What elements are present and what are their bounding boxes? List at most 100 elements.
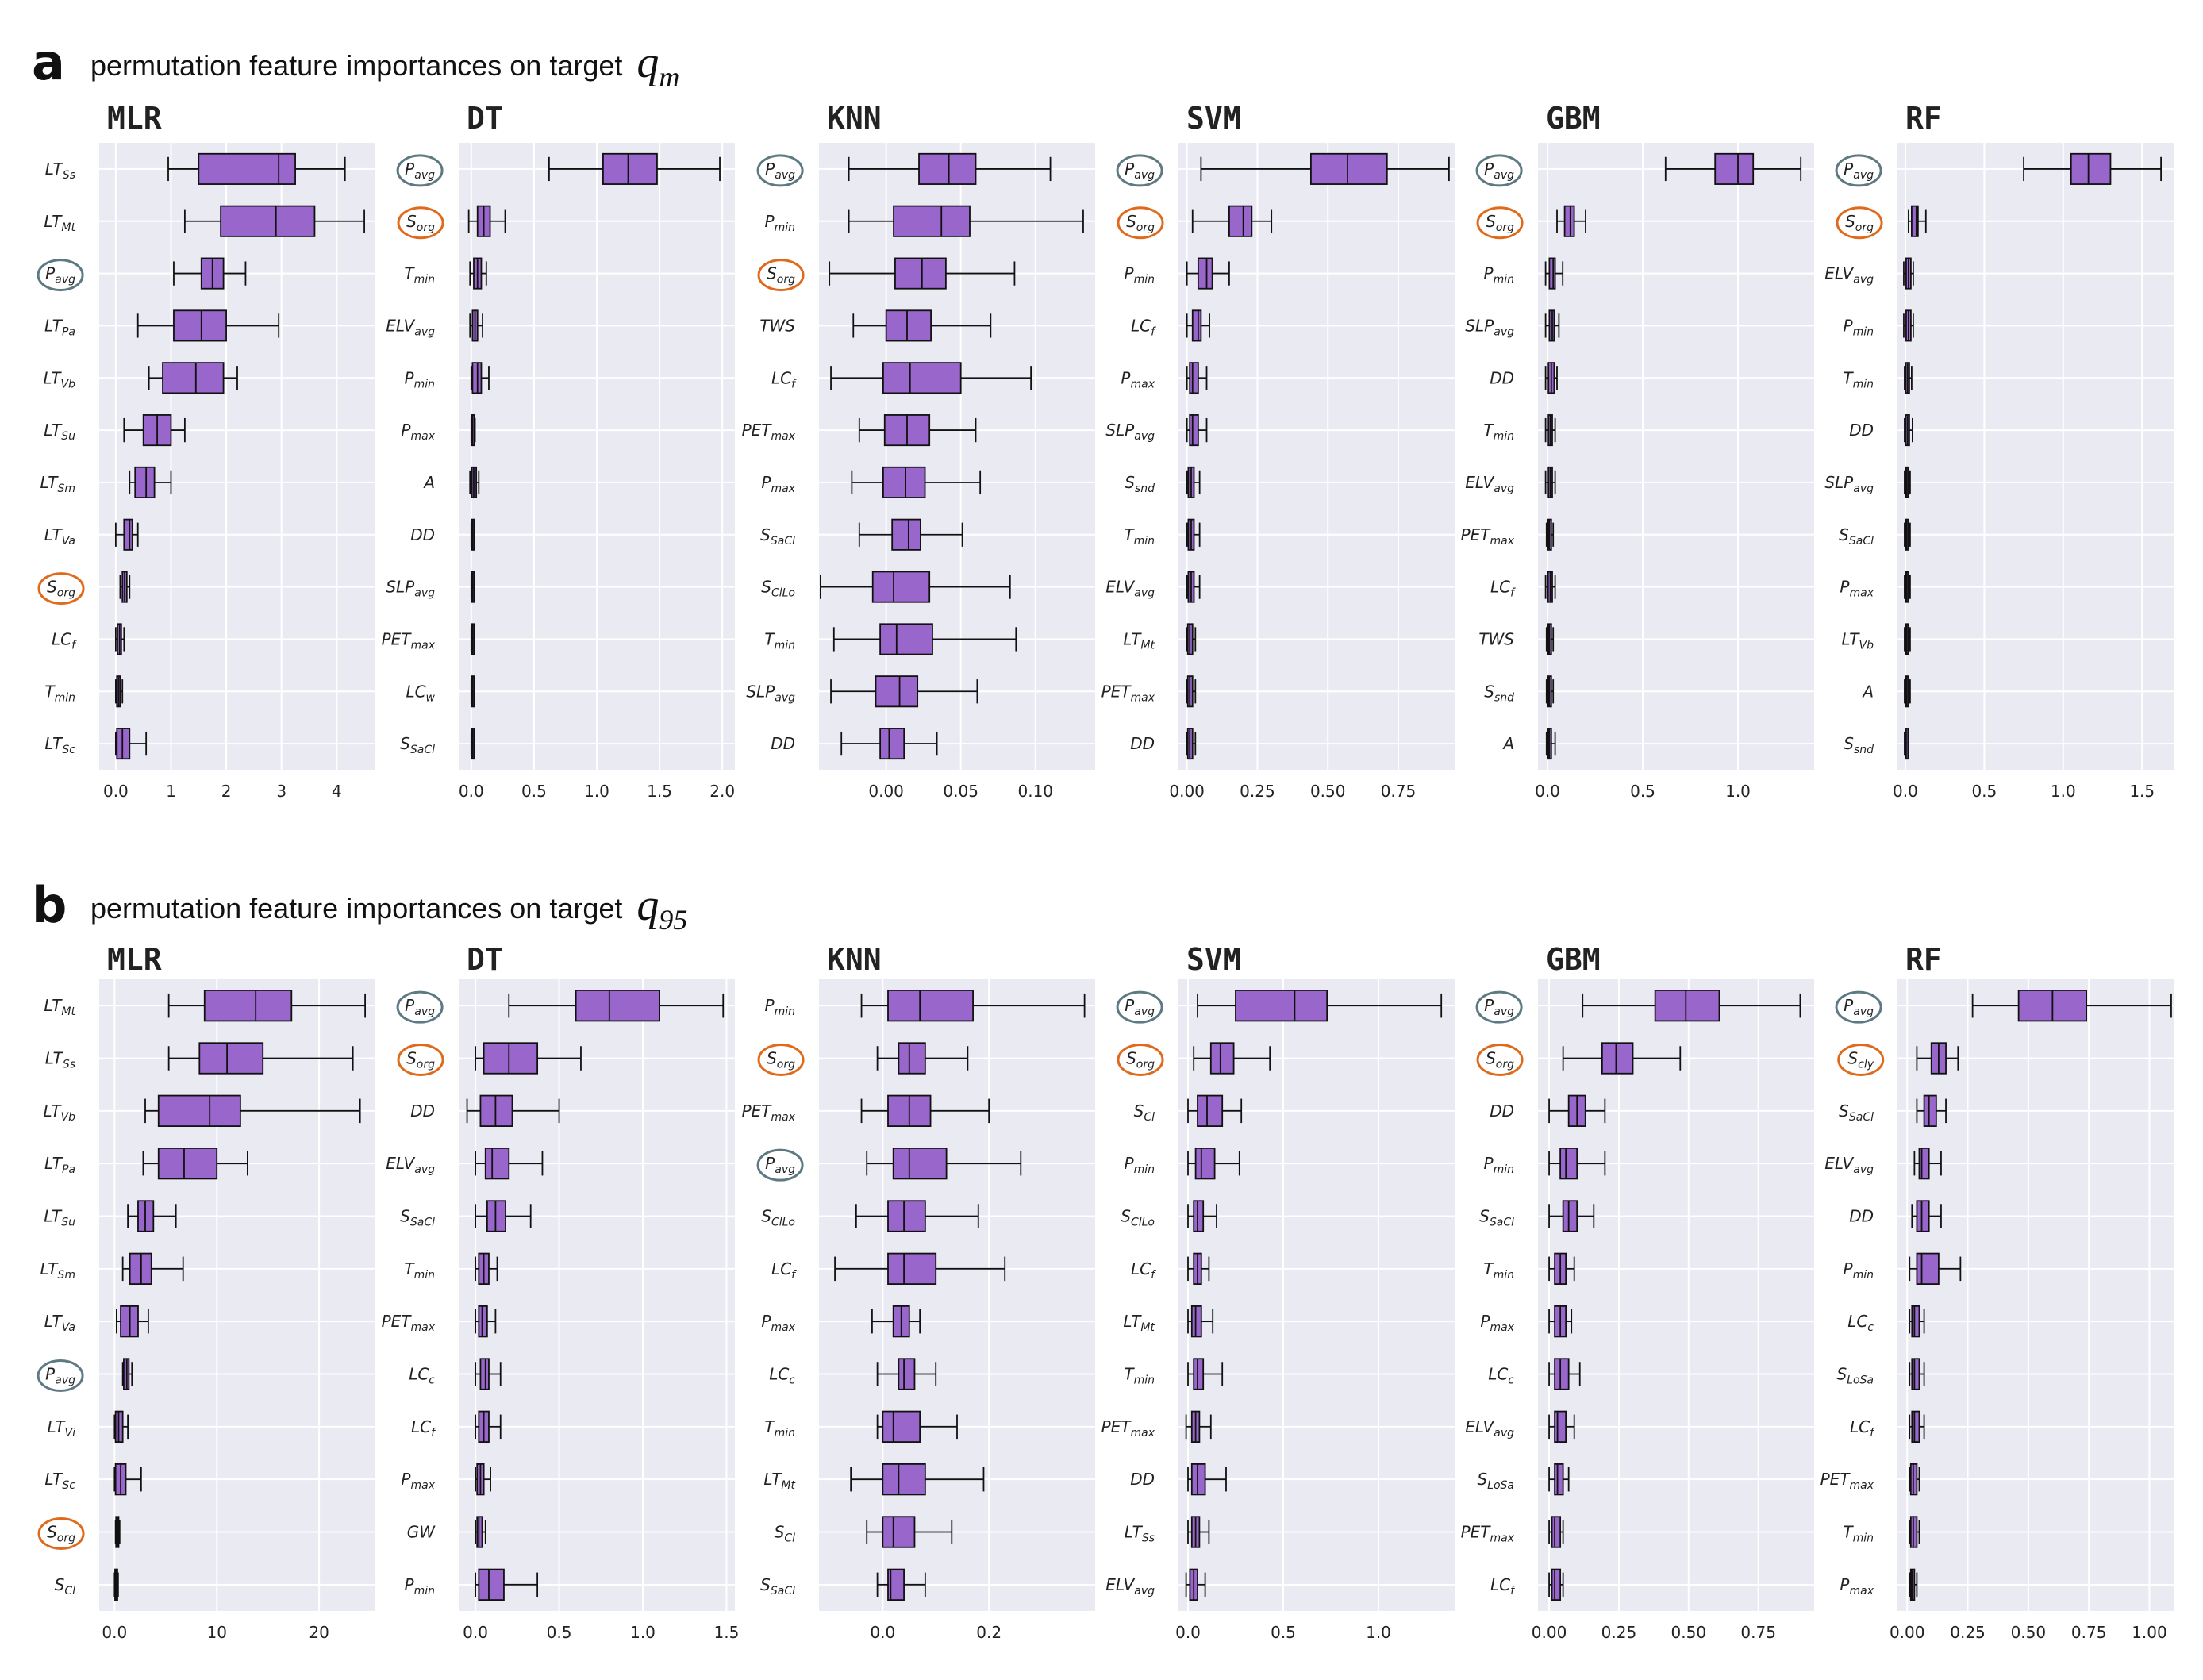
x-tick-label: 0.2 (976, 1623, 1002, 1642)
model-title: MLR (107, 942, 162, 977)
feature-subscript: org (1136, 221, 1155, 234)
feature-row: Ssnd (1125, 466, 1201, 498)
feature-row: Pmax (401, 1463, 491, 1496)
feature-name: S (767, 264, 777, 283)
feature-row: Sorg (757, 257, 1016, 292)
target-subscript: 95 (659, 904, 687, 936)
feature-label: Sorg (1126, 212, 1155, 234)
feature-subscript: Mt (61, 221, 75, 234)
feature-label: ELVavg (386, 316, 435, 338)
feature-label: SLoSa (1477, 1470, 1514, 1492)
feature-name: DD (1849, 421, 1874, 440)
feature-label: LTVa (44, 1312, 75, 1334)
feature-subscript: Pa (62, 325, 75, 338)
feature-name: PET (1461, 1523, 1492, 1542)
feature-subscript: Cl (784, 1532, 795, 1545)
feature-name: S (1486, 1049, 1496, 1068)
feature-subscript: avg (1853, 1163, 1874, 1176)
x-tick-label: 0.50 (2011, 1623, 2047, 1642)
feature-label: Ssnd (1844, 734, 1874, 756)
feature-subscript: max (771, 430, 795, 443)
feature-subscript: max (1490, 1321, 1514, 1334)
feature-label: LTSc (44, 734, 75, 756)
feature-row: LTSs (1125, 1516, 1210, 1548)
feature-subscript: min (414, 274, 435, 286)
feature-label: LCf (1490, 1575, 1516, 1597)
x-tick-label: 0.0 (1535, 782, 1560, 801)
feature-row: Tmin (764, 623, 1017, 655)
feature-label: SLPavg (1824, 473, 1874, 495)
box (1235, 990, 1328, 1022)
feature-label: Pmax (1121, 368, 1155, 390)
feature-label: LCw (406, 682, 435, 704)
feature-row: LCf (411, 1410, 502, 1443)
box (1563, 205, 1575, 237)
feature-row: Pavg (1475, 152, 1802, 187)
feature-label: LTMt (763, 1470, 795, 1492)
feature-name: LC (769, 1365, 789, 1384)
x-tick-label: 0.75 (1381, 782, 1417, 801)
feature-label: LTPa (44, 1154, 75, 1176)
feature-row: Ssnd (1844, 728, 1909, 760)
feature-label: TWS (759, 316, 795, 335)
feature-label: ELVavg (1105, 1575, 1155, 1597)
x-tick-label: 0.05 (943, 782, 978, 801)
box (575, 990, 660, 1022)
box (198, 1042, 264, 1075)
feature-label: Pmin (1844, 1259, 1874, 1282)
highlight-circle (1836, 206, 1883, 240)
feature-label: SCl (1134, 1101, 1155, 1124)
feature-subscript: org (777, 1059, 795, 1071)
feature-subscript: avg (1853, 274, 1874, 286)
feature-subscript: max (1490, 535, 1514, 548)
feature-label: LTVi (48, 1417, 76, 1440)
feature-row: PETmax (1820, 1463, 1920, 1496)
feature-row: LTSc (44, 728, 148, 760)
x-tick-label: 1.5 (647, 782, 672, 801)
feature-name: S (1479, 1207, 1490, 1226)
feature-subscript: Vb (1859, 639, 1874, 652)
box (162, 362, 225, 394)
feature-label: SSaCl (400, 734, 435, 756)
box (1554, 1463, 1564, 1496)
feature-name: T (404, 1259, 415, 1278)
feature-label: Ssnd (1484, 682, 1514, 704)
feature-row: LCf (771, 362, 1032, 394)
feature-row: LTMt (763, 1463, 985, 1496)
feature-label: LCf (52, 629, 77, 652)
feature-name: DD (1130, 1470, 1155, 1489)
feature-name: T (764, 629, 775, 648)
feature-label: LCf (771, 368, 797, 390)
box (1916, 1200, 1930, 1232)
feature-label: Tmin (1124, 1365, 1155, 1387)
feature-label: Sorg (1845, 212, 1874, 234)
feature-label: LTSm (40, 473, 75, 495)
feature-name: S (1844, 734, 1854, 753)
box (1551, 1516, 1562, 1548)
feature-name: LT (1125, 1523, 1144, 1542)
x-tick-label: 0.5 (1971, 782, 1997, 801)
feature-name: TWS (1478, 629, 1514, 648)
x-tick-label: 1.0 (1366, 1623, 1391, 1642)
feature-name: S (406, 1049, 417, 1068)
box (1548, 257, 1556, 290)
feature-subscript: max (771, 1111, 795, 1124)
x-tick-label: 0.00 (1169, 782, 1205, 801)
feature-subscript: Mt (781, 1479, 795, 1492)
feature-row: LTSu (44, 414, 186, 447)
feature-row: Tmin (764, 1410, 958, 1443)
feature-subscript: w (426, 691, 436, 704)
feature-subscript: min (1494, 1269, 1514, 1282)
feature-label: SLPavg (386, 578, 435, 600)
feature-row: SLPavg (1105, 414, 1208, 447)
box (478, 1305, 488, 1338)
feature-label: Pmax (1480, 1312, 1514, 1334)
feature-name: S (1839, 525, 1849, 544)
box (2070, 152, 2112, 185)
x-tick-label: 1.5 (2129, 782, 2155, 801)
feature-name: S (47, 578, 57, 597)
feature-row: SSaCl (400, 1200, 532, 1232)
feature-row: Ssnd (1484, 675, 1555, 708)
feature-row: PETmax (1461, 518, 1555, 551)
feature-label: SSaCl (1839, 1101, 1874, 1124)
